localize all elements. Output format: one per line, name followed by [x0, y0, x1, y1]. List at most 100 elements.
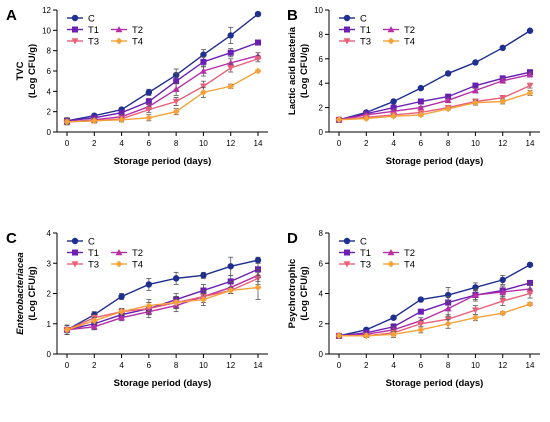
- data-point: [444, 96, 452, 103]
- y-tick-label: 2: [319, 104, 324, 113]
- series-t4: [63, 67, 262, 126]
- series-line: [339, 303, 531, 337]
- legend-marker: [343, 14, 351, 22]
- y-tick-label: 6: [319, 259, 324, 268]
- series-t4: [63, 274, 262, 335]
- y-tick-label: 10: [314, 6, 323, 15]
- data-point: [472, 87, 479, 94]
- legend-label: T4: [132, 37, 143, 48]
- data-point: [417, 84, 425, 92]
- data-point: [200, 51, 207, 58]
- data-point: [227, 287, 235, 294]
- series-line: [338, 282, 531, 337]
- panel-letter: D: [287, 230, 298, 247]
- legend-label: T4: [132, 260, 143, 271]
- y-axis-title: TVC: [15, 61, 26, 80]
- data-point: [227, 82, 235, 90]
- data-point: [172, 98, 180, 105]
- data-point: [362, 115, 370, 122]
- data-point: [118, 308, 125, 316]
- legend-label: T2: [132, 25, 143, 36]
- x-axis-title: Storage period (days): [386, 156, 484, 167]
- y-tick-label: 0: [47, 128, 52, 137]
- y-tick-label: 12: [42, 6, 51, 15]
- x-tick-label: 8: [174, 361, 179, 370]
- data-point: [90, 317, 98, 325]
- data-point: [390, 112, 397, 120]
- x-tick-label: 4: [391, 139, 396, 148]
- data-point: [499, 98, 507, 105]
- series-t4: [335, 89, 534, 124]
- legend-label: C: [360, 237, 367, 248]
- data-point: [417, 308, 424, 315]
- data-point: [145, 302, 153, 309]
- legend-label: T3: [360, 37, 371, 48]
- data-point: [472, 314, 479, 322]
- data-point: [499, 309, 507, 317]
- data-point: [390, 314, 397, 321]
- data-point: [499, 276, 506, 284]
- chart-panel-d: D 0 2 4 6 8 0 2 4 6 8 10 12 14 Storage period (days) Ps…: [287, 229, 540, 389]
- data-point: [444, 305, 452, 312]
- x-tick-label: 4: [119, 361, 124, 370]
- data-point: [417, 296, 425, 303]
- data-point: [172, 299, 180, 306]
- legend-marker: [71, 38, 79, 45]
- panel-letter: C: [6, 230, 17, 247]
- x-tick-label: 8: [174, 139, 179, 148]
- series-line: [66, 274, 259, 331]
- data-point: [499, 288, 507, 295]
- x-tick-label: 10: [471, 361, 480, 370]
- y-axis-title: Lactic acid bacteria: [287, 26, 298, 115]
- y-tick-label: 0: [47, 350, 52, 359]
- x-tick-label: 6: [419, 139, 424, 148]
- legend-marker: [115, 37, 123, 45]
- data-point: [145, 114, 153, 122]
- y-axis-unit: (Log CFU/g): [299, 44, 310, 98]
- data-point: [417, 98, 424, 105]
- data-point: [200, 67, 207, 74]
- data-point: [390, 104, 397, 111]
- data-point: [118, 293, 125, 300]
- data-point: [145, 106, 153, 114]
- data-point: [200, 83, 207, 90]
- data-point: [227, 49, 234, 56]
- legend-marker: [344, 26, 350, 33]
- series-line: [66, 41, 259, 122]
- legend-label: T3: [88, 260, 99, 271]
- legend-marker: [115, 249, 123, 256]
- data-point: [417, 104, 425, 111]
- chart-panel-a: A 0 2 4 6 8 10 12 0 2 4 6 8 10 12 14 Storage period (day…: [6, 6, 268, 167]
- y-tick-label: 6: [319, 55, 324, 64]
- y-axis-unit: (Log CFU/g): [27, 266, 38, 320]
- data-point: [444, 70, 452, 77]
- x-tick-label: 8: [446, 361, 451, 370]
- data-point: [526, 27, 534, 34]
- data-point: [526, 290, 534, 297]
- series-line: [66, 70, 259, 123]
- y-tick-label: 4: [47, 87, 52, 96]
- legend: CT1 T2 T3 T4: [67, 237, 143, 271]
- data-point: [499, 298, 507, 305]
- series-line: [338, 264, 531, 337]
- x-tick-label: 6: [147, 139, 152, 148]
- data-point: [200, 272, 207, 279]
- data-point: [417, 111, 425, 119]
- legend-marker: [72, 249, 78, 256]
- x-tick-label: 2: [364, 139, 369, 148]
- y-tick-label: 0: [319, 350, 324, 359]
- x-tick-label: 14: [254, 139, 263, 148]
- y-tick-label: 2: [319, 320, 324, 329]
- data-point: [499, 44, 506, 52]
- legend-label: T1: [88, 25, 99, 36]
- series-t4: [335, 300, 534, 340]
- data-point: [390, 98, 397, 105]
- x-tick-label: 0: [337, 139, 342, 148]
- legend-label: C: [360, 14, 367, 25]
- legend-label: T1: [360, 25, 371, 36]
- y-tick-label: 4: [319, 290, 324, 299]
- data-point: [335, 332, 343, 340]
- x-tick-label: 2: [364, 361, 369, 370]
- data-point: [472, 291, 479, 298]
